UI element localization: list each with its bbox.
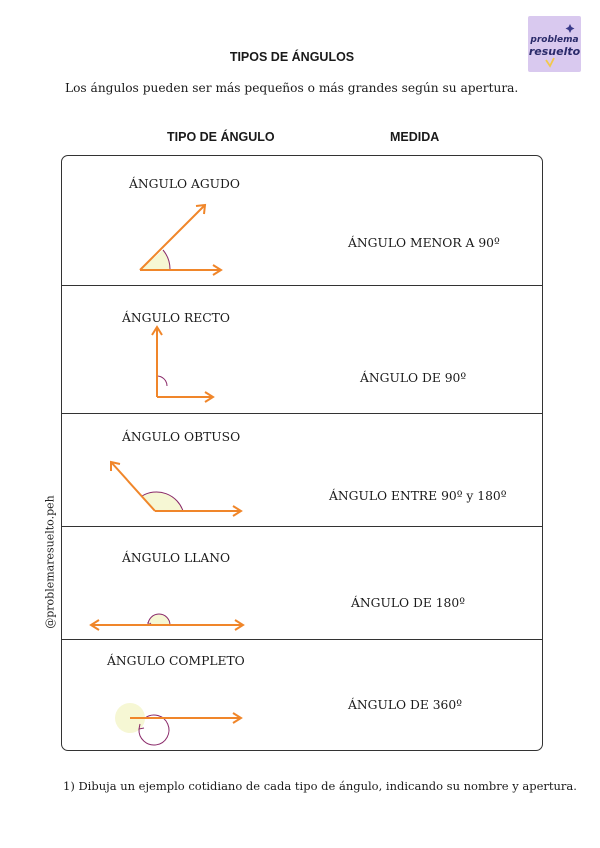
column-header-measure: MEDIDA xyxy=(390,130,440,144)
right-angle-drawing xyxy=(151,325,215,403)
angle-name: ÁNGULO OBTUSO xyxy=(122,430,241,444)
logo-text-line1: problema xyxy=(530,35,579,45)
table-row-right: ÁNGULO RECTO ÁNGULO DE 90º xyxy=(62,286,542,414)
angle-name: ÁNGULO LLANO xyxy=(122,551,231,565)
table-row-obtuse: ÁNGULO OBTUSO ÁNGULO ENTRE 90º y 180º xyxy=(62,414,542,527)
straight-angle-drawing xyxy=(89,613,245,631)
table-row-full: ÁNGULO COMPLETO ÁNGULO DE 360º xyxy=(62,640,542,752)
table-row-straight: ÁNGULO LLANO ÁNGULO DE 180º xyxy=(62,527,542,640)
page-title: TIPOS DE ÁNGULOS xyxy=(229,50,355,64)
angle-measure: ÁNGULO DE 90º xyxy=(360,371,467,385)
logo-text-line2: resuelto xyxy=(528,45,581,58)
acute-angle-drawing xyxy=(139,203,223,276)
angle-measure: ÁNGULO ENTRE 90º y 180º xyxy=(329,489,507,503)
table-row-acute: ÁNGULO AGUDO ÁNGULO MENOR A 90º xyxy=(62,156,542,286)
angle-measure: ÁNGULO DE 180º xyxy=(351,596,465,610)
angle-measure: ÁNGULO MENOR A 90º xyxy=(348,236,500,250)
problema-resuelto-logo: problema resuelto xyxy=(528,16,581,72)
column-header-type: TIPO DE ÁNGULO xyxy=(167,130,275,144)
angle-name: ÁNGULO RECTO xyxy=(122,311,230,325)
obtuse-angle-drawing xyxy=(110,460,243,517)
social-handle: @problemaresuelto.peh xyxy=(43,495,57,629)
angle-name: ÁNGULO COMPLETO xyxy=(107,654,245,668)
exercise-question: 1) Dibuja un ejemplo cotidiano de cada t… xyxy=(63,779,577,793)
angle-measure: ÁNGULO DE 360º xyxy=(348,698,462,712)
angle-types-table: ÁNGULO AGUDO ÁNGULO MENOR A 90º ÁNGULO R… xyxy=(61,155,543,751)
full-angle-drawing xyxy=(115,703,243,746)
angle-name: ÁNGULO AGUDO xyxy=(129,177,240,191)
intro-text: Los ángulos pueden ser más pequeños o má… xyxy=(65,81,519,95)
logo-decoration-icon xyxy=(545,24,575,68)
